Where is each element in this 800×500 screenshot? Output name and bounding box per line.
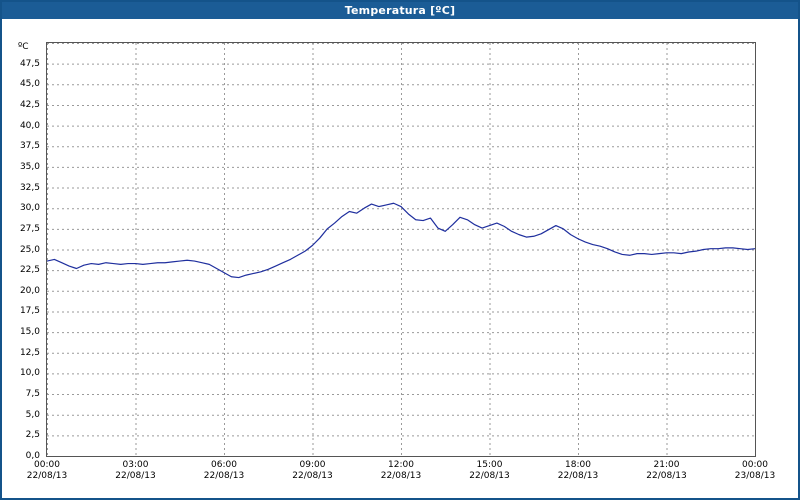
x-axis-tick: 12:00 22/08/13 xyxy=(371,460,431,482)
x-axis-tick-date: 22/08/13 xyxy=(557,471,599,481)
y-axis-tick: 5,0 xyxy=(25,409,40,420)
x-axis-tick-time: 18:00 xyxy=(565,460,591,470)
y-axis-tick: 47,5 xyxy=(19,58,40,69)
y-axis-tick: 12,5 xyxy=(19,347,40,358)
x-axis-tick: 21:00 22/08/13 xyxy=(637,460,697,482)
x-axis-tick-date: 22/08/13 xyxy=(646,471,687,481)
y-axis-tick: 7,5 xyxy=(25,389,40,400)
y-axis-tick: 27,5 xyxy=(19,223,40,234)
x-axis-tick-time: 12:00 xyxy=(388,460,414,470)
x-axis-tick: 00:00 23/08/13 xyxy=(725,460,785,482)
x-axis-tick-date: 22/08/13 xyxy=(26,471,68,481)
y-axis-tick: 37,5 xyxy=(19,141,40,152)
x-axis-tick-time: 03:00 xyxy=(122,460,149,470)
y-axis-unit-label: ºC xyxy=(18,42,29,52)
y-axis-tick: 15,0 xyxy=(19,327,40,338)
y-axis-tick: 25,0 xyxy=(19,244,40,255)
x-axis-tick-time: 06:00 xyxy=(211,460,237,470)
x-axis-tick-time: 09:00 xyxy=(299,460,326,470)
y-axis-tick: 17,5 xyxy=(19,306,40,317)
x-axis-tick-time: 15:00 xyxy=(476,460,503,470)
x-axis-tick-date: 22/08/13 xyxy=(203,471,245,481)
x-axis-tick: 15:00 22/08/13 xyxy=(460,460,520,482)
y-axis-tick: 32,5 xyxy=(19,182,40,193)
page-title: Temperatura [ºC] xyxy=(344,4,456,17)
x-axis-tick-time: 00:00 xyxy=(742,460,768,470)
x-axis-tick-date: 22/08/13 xyxy=(469,471,510,481)
y-axis-tick: 42,5 xyxy=(19,99,40,110)
y-axis-tick: 2,5 xyxy=(25,430,40,441)
window-title-bar: Temperatura [ºC] xyxy=(2,2,798,19)
x-axis-tick-time: 21:00 xyxy=(653,460,680,470)
x-axis-tick: 00:00 22/08/13 xyxy=(17,460,77,482)
x-axis-tick-date: 23/08/13 xyxy=(734,471,776,481)
y-axis-tick: 40,0 xyxy=(19,120,40,131)
x-axis-tick-date: 22/08/13 xyxy=(115,471,156,481)
y-axis-tick: 20,0 xyxy=(19,285,40,296)
y-axis-tick: 10,0 xyxy=(19,368,40,379)
x-axis-tick: 06:00 22/08/13 xyxy=(194,460,254,482)
x-axis-tick: 18:00 22/08/13 xyxy=(548,460,608,482)
plot-area xyxy=(46,42,756,457)
y-axis-tick: 22,5 xyxy=(19,265,40,276)
x-axis-tick: 03:00 22/08/13 xyxy=(106,460,166,482)
x-axis-tick-date: 22/08/13 xyxy=(292,471,333,481)
y-axis-tick: 45,0 xyxy=(19,79,40,90)
x-axis-tick: 09:00 22/08/13 xyxy=(283,460,343,482)
y-axis-tick: 35,0 xyxy=(19,161,40,172)
temperature-series-line xyxy=(47,202,755,279)
grid-lines xyxy=(47,43,755,456)
x-axis-tick-time: 00:00 xyxy=(34,460,60,470)
y-axis-tick: 30,0 xyxy=(19,203,40,214)
x-axis-tick-date: 22/08/13 xyxy=(380,471,422,481)
y-axis-tick: 0,0 xyxy=(25,451,40,461)
